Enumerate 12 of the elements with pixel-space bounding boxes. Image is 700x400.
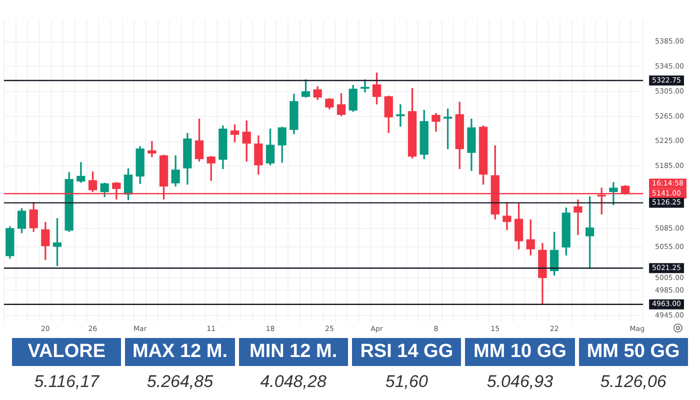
text: MM 50 GG: [586, 341, 680, 362]
text: MAX 12 M.: [132, 341, 228, 362]
text: 5.046,93: [486, 372, 554, 391]
text: 5.116,17: [34, 372, 100, 391]
text: VALORE: [28, 341, 106, 362]
text: MM 10 GG: [474, 341, 566, 362]
text: 5.126,06: [600, 372, 666, 391]
text: MIN 12 M.: [250, 341, 338, 362]
text: 4.048,28: [260, 372, 326, 391]
text: 5.264,85: [146, 372, 214, 391]
text: 51,60: [385, 372, 428, 391]
text: RSI 14 GG: [360, 341, 454, 362]
